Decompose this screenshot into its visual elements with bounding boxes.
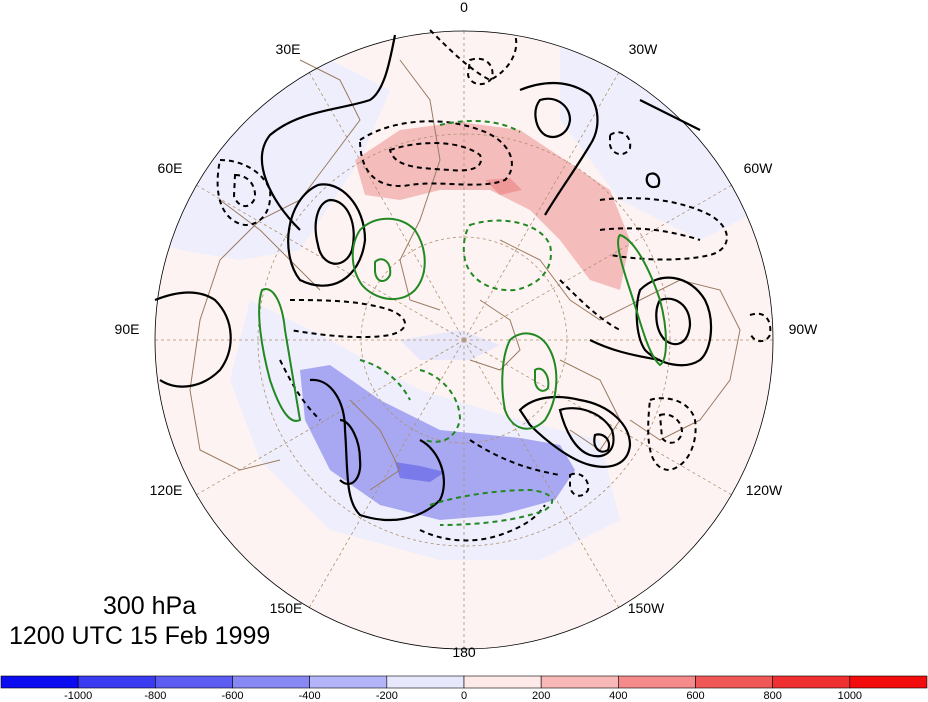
lon-label-150w: 150W bbox=[628, 600, 665, 616]
colorbar-box bbox=[386, 675, 465, 689]
colorbar-box bbox=[463, 675, 542, 689]
colorbar-tick-label: -600 bbox=[221, 690, 243, 702]
lon-label-30w: 30W bbox=[629, 41, 659, 57]
colorbar-box bbox=[155, 675, 233, 689]
lon-label-90e: 90E bbox=[115, 321, 140, 337]
level-title: 300 hPa bbox=[103, 592, 197, 620]
colorbar-tick-label: -1000 bbox=[64, 690, 92, 702]
longitude-labels: 0 30W 60W 90W 120W 150W 180 150E 120E 90… bbox=[115, 0, 819, 660]
colorbar-box bbox=[540, 675, 619, 689]
time-title: 1200 UTC 15 Feb 1999 bbox=[9, 622, 271, 650]
contours-solid bbox=[154, 34, 713, 522]
colorbar-tick-label: -800 bbox=[144, 690, 166, 702]
colorbar-box bbox=[772, 675, 851, 689]
shading-red-anomaly bbox=[355, 122, 630, 290]
contours-dashed bbox=[216, 29, 772, 542]
lon-label-90w: 90W bbox=[789, 321, 819, 337]
colorbar-tick-label: -400 bbox=[299, 690, 321, 702]
colorbar-tick-label: 400 bbox=[609, 690, 627, 702]
colorbar-box bbox=[0, 675, 79, 689]
colorbar-tick-label: 0 bbox=[461, 690, 467, 702]
colorbar-tick-label: 800 bbox=[763, 690, 781, 702]
lon-label-30e: 30E bbox=[276, 41, 301, 57]
colorbar: -1000 -800 -600 -400 -200 0 200 400 600 800 1000 bbox=[0, 675, 928, 702]
coastlines bbox=[189, 59, 741, 491]
contours-green bbox=[258, 217, 667, 430]
lon-label-60e: 60E bbox=[158, 160, 183, 176]
lon-label-150e: 150E bbox=[270, 600, 303, 616]
colorbar-box bbox=[695, 675, 773, 689]
lon-label-120w: 120W bbox=[746, 482, 783, 498]
colorbar-tick-label: 200 bbox=[532, 690, 550, 702]
colorbar-tick-label: -200 bbox=[376, 690, 398, 702]
colorbar-box bbox=[77, 675, 156, 689]
shading-light-blue-pole bbox=[400, 330, 500, 360]
map-border bbox=[154, 30, 774, 650]
lon-label-180: 180 bbox=[452, 644, 476, 660]
shading-blue-core bbox=[395, 462, 445, 482]
colorbar-box bbox=[849, 675, 928, 689]
colorbar-box bbox=[618, 675, 696, 689]
lon-label-0: 0 bbox=[460, 0, 468, 15]
lon-label-60w: 60W bbox=[744, 160, 774, 176]
colorbar-tick-label: 1000 bbox=[838, 690, 862, 702]
colorbar-tick-label: 600 bbox=[686, 690, 704, 702]
contours-green-dashed bbox=[359, 119, 554, 526]
lon-label-120e: 120E bbox=[150, 482, 183, 498]
graticule bbox=[155, 31, 773, 649]
colorbar-box bbox=[232, 675, 310, 689]
colorbar-box bbox=[309, 675, 388, 689]
